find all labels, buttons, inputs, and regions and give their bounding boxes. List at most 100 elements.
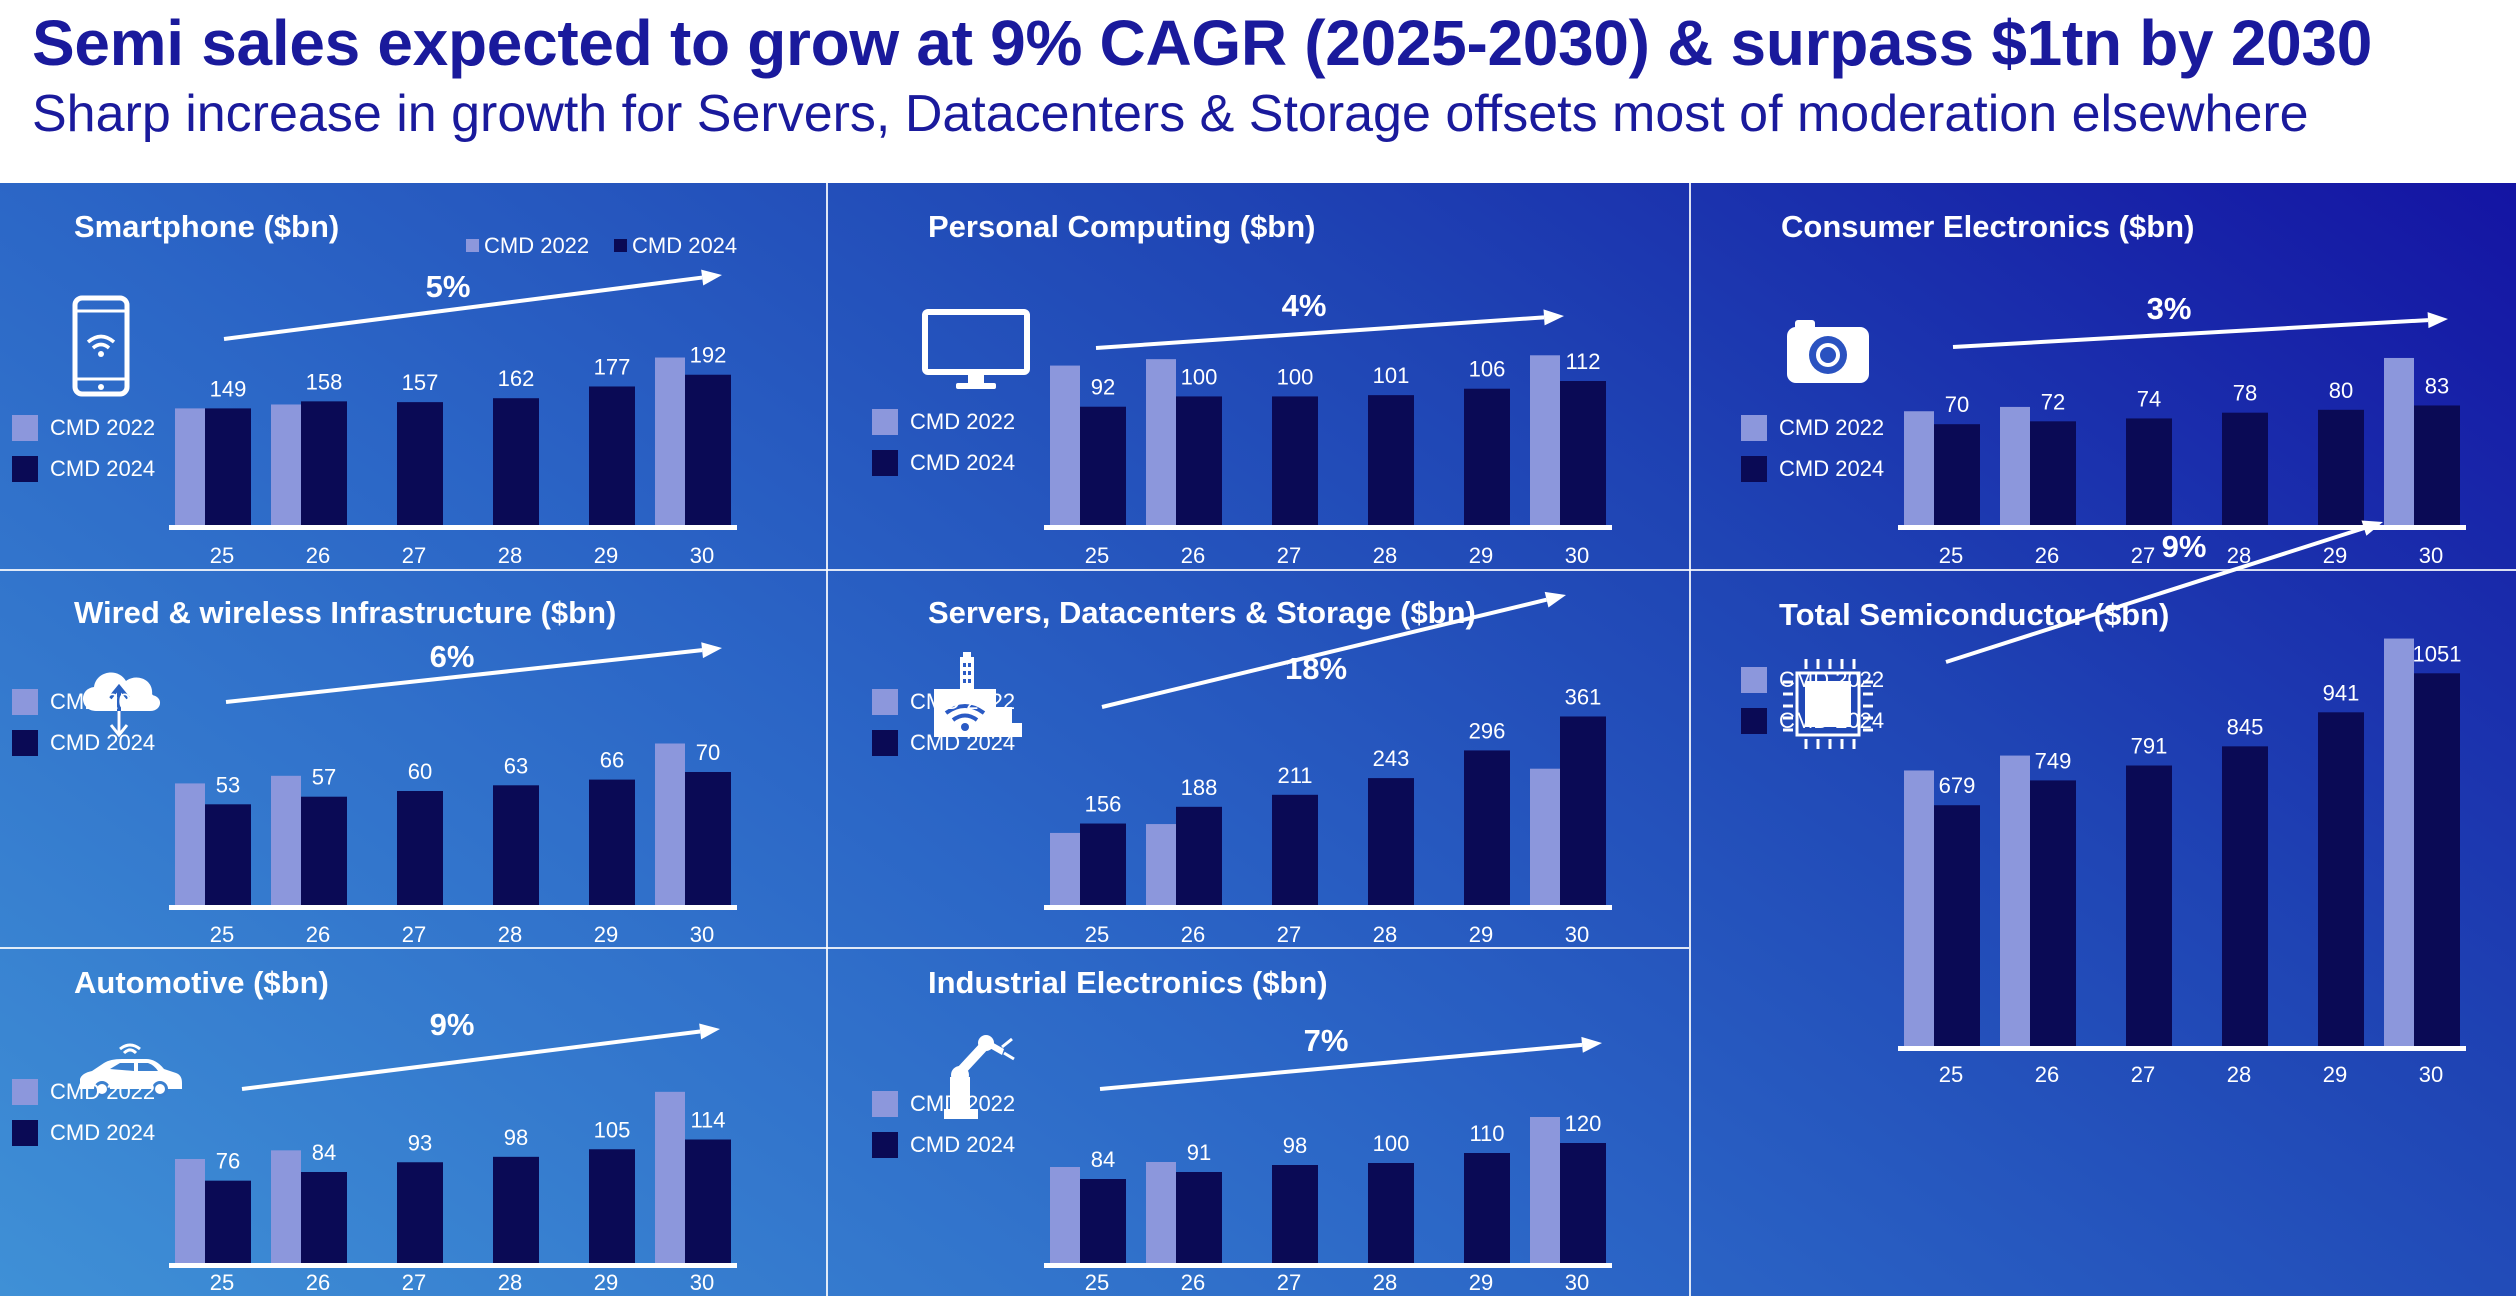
datacenter-icon: [934, 652, 1022, 737]
panel-smartphone: Smartphone ($bn) CMD 2022 CMD 2024 CMD 2…: [0, 183, 826, 569]
bar-cmd-2024: [1176, 1172, 1222, 1263]
bar-cmd-2024: [2030, 780, 2076, 1046]
x-tick-label: 27: [1277, 1270, 1301, 1295]
legend-label-cmd-2024: CMD 2024: [910, 1132, 1016, 1157]
legend-swatch-cmd-2022: [12, 1079, 38, 1105]
x-tick-label: 25: [210, 1270, 234, 1295]
data-label: 100: [1277, 364, 1314, 389]
chip-icon: [1783, 659, 1873, 749]
bar-cmd-2024: [397, 1162, 443, 1263]
x-tick-label: 29: [2323, 543, 2347, 568]
column-divider-left: [826, 183, 828, 1296]
x-axis-line: [1044, 525, 1612, 530]
chart-legend: CMD 2022 CMD 2024: [872, 1089, 1042, 1169]
x-tick-label: 30: [1565, 1270, 1589, 1295]
legend-swatch-cmd-2022: [1741, 667, 1767, 693]
data-label: 120: [1565, 1111, 1602, 1136]
cagr-label: 18%: [1285, 651, 1347, 686]
legend-label-cmd-2022: CMD 2022: [1779, 415, 1885, 440]
x-tick-label: 25: [210, 922, 234, 947]
panel-industrial-electronics: Industrial Electronics ($bn) CMD 2022 CM…: [828, 949, 1689, 1296]
x-axis-line: [1898, 1046, 2466, 1051]
row-divider-top: [0, 569, 2516, 571]
data-label: 1051: [2413, 641, 2462, 666]
dashboard-panels: Smartphone ($bn) CMD 2022 CMD 2024 CMD 2…: [0, 183, 2516, 1296]
x-tick-label: 30: [2419, 1062, 2443, 1087]
bar-cmd-2024: [1934, 805, 1980, 1046]
legend-swatch-cmd-2022: [12, 689, 38, 715]
bar-cmd-2022: [1530, 1117, 1560, 1263]
column-divider-right: [1689, 183, 1691, 1296]
cagr-arrow-line: [1945, 526, 2365, 664]
data-label: 114: [690, 1108, 725, 1133]
legend-label-cmd-2024: CMD 2024: [910, 450, 1016, 475]
x-tick-label: 30: [690, 1270, 714, 1295]
bar-cmd-2022: [655, 743, 685, 905]
data-label: 84: [312, 1140, 336, 1165]
data-label: 211: [1277, 763, 1312, 788]
x-tick-label: 25: [1939, 543, 1963, 568]
data-label: 192: [690, 343, 727, 368]
data-label: 361: [1565, 684, 1602, 709]
data-label: 80: [2329, 378, 2353, 403]
chart-legend: CMD 2022 CMD 2024: [872, 407, 1042, 487]
x-tick-label: 28: [1373, 922, 1397, 947]
x-tick-label: 27: [402, 922, 426, 947]
legend-swatch-cmd-2024: [12, 730, 38, 756]
cagr-arrow-head: [701, 642, 722, 659]
x-tick-label: 30: [1565, 543, 1589, 568]
bar-cmd-2024: [301, 796, 347, 905]
cagr-arrow-line: [1095, 315, 1545, 350]
camera-icon: [1787, 320, 1869, 383]
bar-cmd-2024: [301, 401, 347, 525]
legend-label-cmd-2022: CMD 2022: [910, 1091, 1016, 1116]
bar-cmd-2024: [1560, 381, 1606, 525]
x-tick-label: 29: [1469, 1270, 1493, 1295]
x-tick-label: 28: [498, 1270, 522, 1295]
bar-cmd-2024: [1080, 823, 1126, 905]
panel-title: Personal Computing ($bn): [928, 209, 1316, 244]
data-label: 98: [1283, 1133, 1307, 1158]
data-label: 112: [1565, 349, 1600, 374]
bar-cmd-2024: [493, 1156, 539, 1263]
panel-automotive: Automotive ($bn) CMD 2022 CMD 2024 76 25 8…: [0, 949, 826, 1296]
cagr-label: 6%: [430, 639, 475, 674]
x-tick-label: 29: [1469, 543, 1493, 568]
bar-cmd-2024: [397, 791, 443, 905]
data-label: 78: [2233, 381, 2257, 406]
data-label: 92: [1091, 375, 1115, 400]
cagr-label: 7%: [1304, 1023, 1349, 1058]
bar-cmd-2024: [1368, 778, 1414, 905]
cagr-label: 9%: [2162, 529, 2207, 564]
bar-cmd-2024: [2414, 405, 2460, 525]
legend-label-cmd-2024: CMD 2024: [632, 233, 738, 258]
x-axis-line: [1044, 905, 1612, 910]
panel-title: Total Semiconductor ($bn): [1779, 597, 2170, 632]
panel-title: Industrial Electronics ($bn): [928, 965, 1328, 1000]
cagr-label: 3%: [2147, 291, 2192, 326]
x-tick-label: 26: [2035, 543, 2059, 568]
bar-cmd-2024: [1272, 794, 1318, 905]
data-label: 63: [504, 753, 528, 778]
cagr-arrow-head: [1543, 309, 1564, 326]
data-label: 106: [1469, 357, 1506, 382]
bar-cmd-2024: [1368, 1163, 1414, 1263]
bar-cmd-2022: [175, 408, 205, 525]
bar-cmd-2024: [1464, 1153, 1510, 1263]
bar-cmd-2022: [175, 1159, 205, 1263]
bar-cmd-2024: [2126, 418, 2172, 525]
smartphone-icon: [72, 295, 130, 397]
data-label: 941: [2323, 680, 2360, 705]
bar-cmd-2024: [589, 386, 635, 525]
x-tick-label: 25: [1085, 543, 1109, 568]
legend-swatch-cmd-2022: [872, 1091, 898, 1117]
bar-cmd-2022: [2384, 638, 2414, 1046]
legend-label-cmd-2024: CMD 2024: [50, 1120, 156, 1145]
bar-cmd-2022: [655, 357, 685, 525]
bar-chart-personal-computing: 92 25 100 26 100 27 101 28 106 29 112 30 4%: [1044, 288, 1612, 568]
page-title: Semi sales expected to grow at 9% CAGR (…: [32, 7, 2373, 79]
bar-cmd-2024: [2222, 746, 2268, 1046]
bar-cmd-2024: [2126, 765, 2172, 1046]
bar-cmd-2024: [1560, 1143, 1606, 1263]
bar-cmd-2022: [1530, 768, 1560, 905]
